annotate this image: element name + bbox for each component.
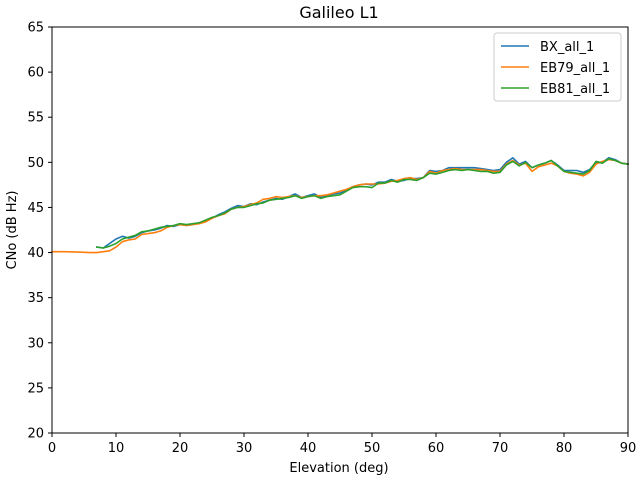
y-tick-label: 25 — [27, 381, 44, 396]
x-axis-ticks: 0 10 20 30 40 50 60 70 80 90 — [48, 433, 636, 456]
y-tick-label: 65 — [27, 21, 44, 36]
y-tick-label: 55 — [27, 111, 44, 126]
x-tick-label: 10 — [108, 441, 125, 456]
series-line-3 — [95, 157, 629, 249]
x-axis-label: Elevation (deg) — [289, 461, 388, 476]
chart-title: Galileo L1 — [299, 3, 378, 22]
x-tick-label: 0 — [48, 441, 56, 456]
y-axis-label: CNo (dB Hz) — [5, 191, 20, 270]
x-tick-label: 50 — [364, 441, 381, 456]
legend-label-3: EB81_all_1 — [540, 82, 610, 97]
y-tick-label: 35 — [27, 291, 44, 306]
legend-label-2: EB79_all_1 — [540, 61, 610, 76]
y-tick-label: 40 — [27, 246, 44, 261]
y-axis-ticks: 20 25 30 35 40 45 50 55 60 65 — [27, 21, 52, 442]
legend-label-1: BX_all_1 — [540, 40, 594, 55]
y-tick-label: 20 — [27, 427, 44, 442]
x-tick-label: 90 — [620, 441, 637, 456]
y-tick-label: 30 — [27, 336, 44, 351]
legend: BX_all_1 EB79_all_1 EB81_all_1 — [493, 32, 622, 102]
plot-frame — [51, 26, 629, 434]
x-tick-label: 20 — [172, 441, 189, 456]
x-tick-label: 40 — [300, 441, 317, 456]
x-tick-label: 30 — [236, 441, 253, 456]
x-tick-label: 80 — [556, 441, 573, 456]
legend-box — [493, 32, 622, 102]
series-line-2 — [51, 158, 629, 254]
x-tick-label: 70 — [492, 441, 509, 456]
y-tick-label: 60 — [27, 66, 44, 81]
y-tick-label: 50 — [27, 156, 44, 171]
x-tick-label: 60 — [428, 441, 445, 456]
plot-lines — [51, 157, 629, 254]
y-tick-label: 45 — [27, 201, 44, 216]
